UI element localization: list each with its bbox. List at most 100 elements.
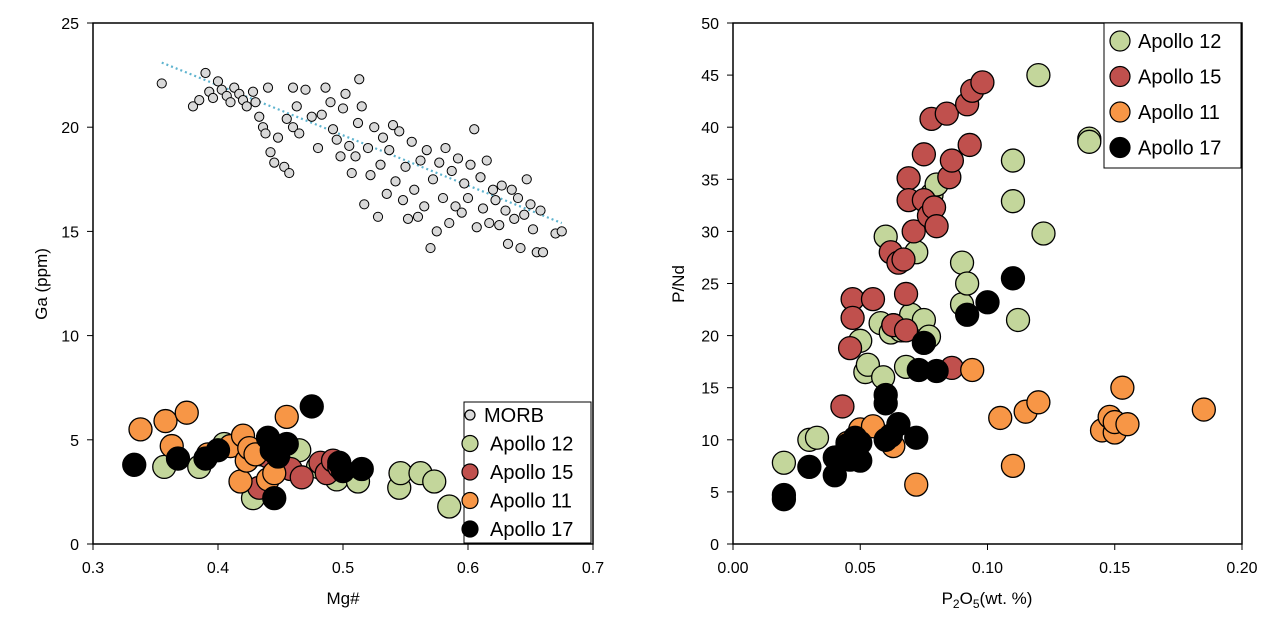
point-apollo-11 [153, 408, 178, 434]
x-title-p: P [942, 589, 953, 608]
point-morb [506, 184, 517, 195]
point-morb [400, 161, 411, 172]
x-tick-label: 0.3 [82, 560, 104, 577]
legend-label-morb: MORB [484, 405, 544, 427]
point-morb [369, 122, 380, 133]
y-tick-label: 45 [701, 68, 719, 85]
point-apollo-11 [1115, 412, 1140, 437]
point-morb [415, 155, 426, 166]
point-morb [340, 88, 351, 99]
y-tick-label: 10 [701, 433, 719, 450]
point-morb [412, 211, 424, 222]
point-morb [406, 136, 417, 147]
point-apollo-11 [128, 417, 153, 442]
point-morb [490, 195, 501, 206]
legend-label-apollo-12: Apollo 12 [1138, 31, 1221, 53]
y-tick-label: 5 [70, 433, 79, 450]
point-apollo-17 [904, 425, 929, 450]
point-apollo-17 [848, 448, 873, 473]
legend-label-apollo-15: Apollo 15 [490, 462, 573, 484]
point-apollo-15 [837, 335, 863, 361]
y-tick-label: 5 [710, 485, 719, 502]
point-morb [287, 122, 299, 133]
point-morb [365, 170, 376, 181]
legend-marker-apollo-15 [461, 463, 479, 481]
point-morb [527, 224, 539, 235]
point-apollo-11 [228, 469, 253, 494]
y-tick-label: 40 [701, 120, 719, 137]
point-apollo-12 [437, 494, 462, 519]
point-morb [431, 226, 442, 237]
point-apollo-17 [299, 394, 324, 419]
x-tick-label: 0.05 [845, 560, 876, 577]
point-apollo-11 [960, 357, 985, 383]
point-apollo-11 [904, 472, 929, 497]
point-morb [462, 192, 474, 204]
point-morb [381, 188, 392, 199]
point-apollo-11 [988, 405, 1013, 431]
legend-label-apollo-15: Apollo 15 [1138, 67, 1221, 89]
point-apollo-15 [934, 101, 959, 126]
point-morb [225, 97, 236, 108]
point-apollo-12 [949, 250, 975, 275]
point-apollo-15 [957, 132, 982, 158]
point-morb [465, 159, 476, 170]
point-morb [312, 142, 324, 154]
point-morb [525, 199, 536, 210]
point-morb [444, 217, 455, 229]
point-morb [250, 97, 261, 108]
point-morb [456, 207, 467, 218]
point-morb [390, 176, 401, 187]
x-tick-label: 0.10 [972, 560, 1003, 577]
point-apollo-12 [1026, 62, 1051, 88]
point-apollo-17 [954, 302, 980, 327]
point-morb [207, 92, 219, 104]
point-morb [425, 242, 436, 254]
point-morb [350, 151, 361, 162]
point-morb [487, 184, 499, 195]
point-morb [421, 145, 432, 156]
point-morb [327, 124, 339, 135]
left-y-axis-title: Ga (ppm) [32, 248, 51, 320]
point-apollo-15 [840, 305, 865, 331]
x-title-sub-2: 2 [953, 597, 960, 611]
point-morb [502, 238, 514, 250]
right-legend: Apollo 12 Apollo 15 Apollo 11 Apollo 17 [1103, 22, 1242, 169]
point-morb [394, 126, 405, 137]
point-morb [459, 178, 470, 189]
point-morb [437, 192, 449, 204]
left-y-ticks: 0 5 10 15 20 25 [61, 16, 93, 554]
point-morb [337, 103, 349, 114]
legend-label-apollo-12: Apollo 12 [490, 434, 573, 456]
point-morb [281, 113, 292, 124]
legend-label-apollo-17: Apollo 17 [1138, 138, 1221, 160]
legend-marker-apollo-17 [1109, 136, 1131, 159]
point-morb [556, 226, 567, 237]
right-y-ticks: 0 5 10 15 20 25 30 35 40 45 50 [701, 16, 733, 554]
point-morb [300, 84, 311, 95]
point-morb [521, 174, 532, 185]
point-morb [471, 222, 482, 233]
point-morb [212, 76, 224, 87]
left-x-ticks: 0.3 0.4 0.5 0.6 0.7 [82, 544, 604, 577]
left-legend: MORB Apollo 12 Apollo 15 Apollo 11 Apollo 17 [461, 401, 592, 544]
left-legend-box [463, 401, 592, 544]
point-apollo-17 [771, 487, 797, 512]
point-morb [320, 82, 331, 93]
point-apollo-17 [1000, 266, 1026, 291]
left-data-points [122, 67, 567, 519]
y-tick-label: 20 [701, 329, 719, 346]
point-morb [241, 101, 252, 112]
point-morb [440, 142, 451, 154]
point-morb [344, 140, 355, 152]
point-apollo-15 [891, 247, 916, 272]
x-tick-label: 0.20 [1226, 560, 1257, 577]
y-tick-label: 15 [61, 224, 79, 241]
point-morb [375, 159, 386, 170]
x-tick-label: 0.6 [457, 560, 479, 577]
trendline-path [161, 61, 563, 225]
point-apollo-12 [1000, 189, 1026, 214]
point-apollo-15 [901, 219, 926, 244]
point-apollo-15 [830, 394, 855, 419]
point-morb [200, 67, 211, 79]
